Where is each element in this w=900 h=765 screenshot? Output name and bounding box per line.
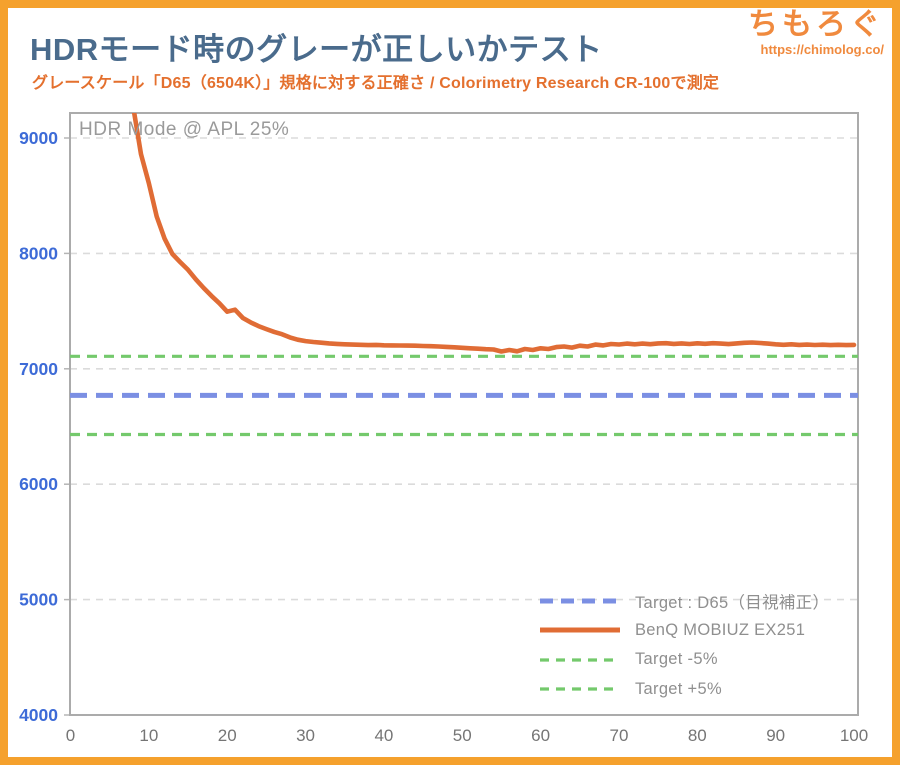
legend-swatch-target-plus5 xyxy=(540,687,620,691)
site-logo-text: ちもろぐ xyxy=(748,8,884,41)
chart-annotation: HDR Mode @ APL 25% xyxy=(79,119,290,140)
svg-text:5000: 5000 xyxy=(19,590,58,610)
site-logo-url: https://chimolog.co/ xyxy=(760,42,885,57)
chart-legend: Target : D65（目視補正） BenQ MOBIUZ EX251 Tar… xyxy=(538,586,829,704)
svg-text:30: 30 xyxy=(296,726,315,745)
svg-text:8000: 8000 xyxy=(19,243,58,263)
svg-text:20: 20 xyxy=(218,726,237,745)
svg-text:100: 100 xyxy=(840,726,868,745)
legend-label-target-minus5: Target -5% xyxy=(635,650,718,669)
legend-swatch-benq-mobiuz-ex251 xyxy=(540,627,620,633)
svg-text:4000: 4000 xyxy=(19,705,58,725)
page-title: HDRモード時のグレーが正しいかテスト xyxy=(30,32,603,67)
svg-text:60: 60 xyxy=(531,726,550,745)
svg-text:70: 70 xyxy=(609,726,628,745)
site-logo: ちもろぐ https://chimolog.co/ xyxy=(748,8,884,57)
svg-text:50: 50 xyxy=(453,726,472,745)
legend-swatch-target-d65 xyxy=(540,598,620,604)
legend-label-benq-mobiuz-ex251: BenQ MOBIUZ EX251 xyxy=(635,620,806,639)
legend-item-target-d65: Target : D65（目視補正） xyxy=(538,586,829,616)
svg-text:7000: 7000 xyxy=(19,359,58,379)
svg-text:40: 40 xyxy=(374,726,393,745)
page-subtitle: グレースケール「D65（6504K）」規格に対する正確さ / Colorimet… xyxy=(32,75,720,92)
legend-item-benq-mobiuz-ex251: BenQ MOBIUZ EX251 xyxy=(538,616,829,646)
legend-label-target-d65: Target : D65（目視補正） xyxy=(635,593,830,612)
svg-text:9000: 9000 xyxy=(19,128,58,148)
svg-text:0: 0 xyxy=(66,726,75,745)
legend-swatch-target-minus5 xyxy=(540,658,620,662)
svg-text:10: 10 xyxy=(139,726,158,745)
svg-text:6000: 6000 xyxy=(19,474,58,494)
svg-text:80: 80 xyxy=(688,726,707,745)
svg-text:90: 90 xyxy=(766,726,785,745)
legend-label-target-plus5: Target +5% xyxy=(635,679,722,698)
legend-item-target-plus5: Target +5% xyxy=(538,675,829,705)
legend-item-target-minus5: Target -5% xyxy=(538,645,829,675)
